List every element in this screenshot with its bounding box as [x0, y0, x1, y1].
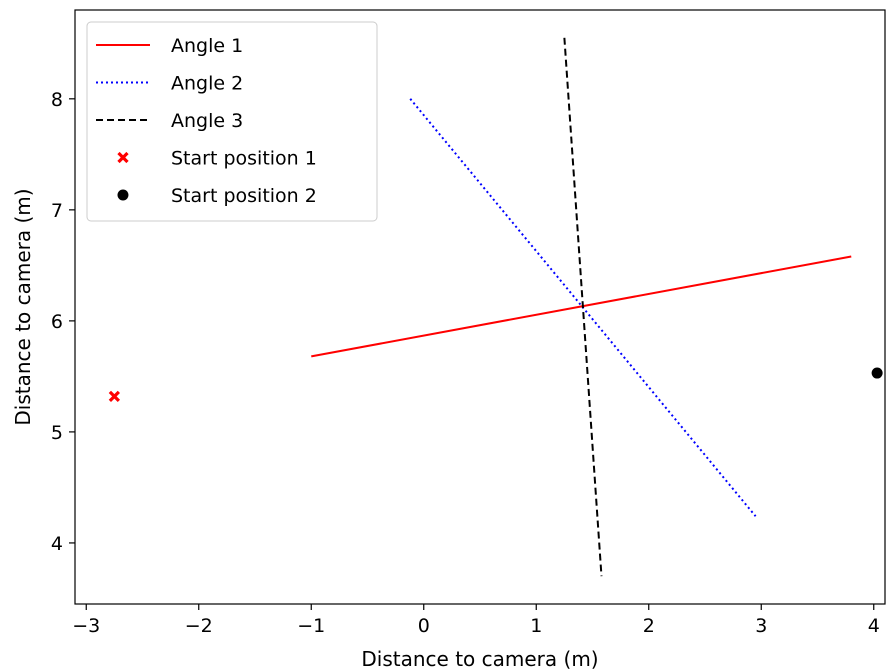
y-tick-label: 4 [51, 533, 63, 555]
scatter-point-5 [871, 367, 883, 379]
legend-handle-5 [117, 189, 129, 201]
y-axis-ticks: 4 5 6 7 8 [51, 89, 75, 555]
series-line-1 [311, 255, 852, 358]
legend-label-1: Angle 1 [171, 35, 243, 57]
x-tick-label: −2 [185, 615, 213, 637]
y-axis-title: Distance to camera (m) [11, 188, 35, 425]
x-tick-label: 2 [643, 615, 655, 637]
plot-frame [74, 9, 886, 605]
y-tick-label: 8 [51, 89, 63, 111]
x-tick-label: 3 [755, 615, 767, 637]
scatter-point-4 [108, 390, 121, 403]
legend-handle-4 [117, 151, 129, 164]
y-tick-label: 5 [51, 422, 63, 444]
x-axis-ticks: −3 −2 −1 0 1 2 3 4 [72, 604, 880, 637]
x-tick-label: 0 [418, 615, 430, 637]
legend-label-3: Angle 3 [171, 110, 243, 132]
legend-label-5: Start position 2 [171, 185, 317, 207]
x-tick-label: 1 [530, 615, 542, 637]
x-tick-label: −1 [297, 615, 325, 637]
series-layer [108, 37, 883, 577]
x-tick-label: −3 [72, 615, 100, 637]
legend: Angle 1 Angle 2 Angle 3 Start position 1 Sta… [86, 21, 378, 222]
series-line-3 [563, 37, 603, 577]
y-tick-label: 7 [51, 200, 63, 222]
y-tick-label: 6 [51, 311, 63, 333]
legend-box [86, 21, 378, 222]
legend-label-4: Start position 1 [171, 148, 317, 170]
x-axis-title: Distance to camera (m) [361, 647, 598, 671]
x-tick-label: 4 [868, 615, 880, 637]
legend-label-2: Angle 2 [171, 73, 243, 95]
